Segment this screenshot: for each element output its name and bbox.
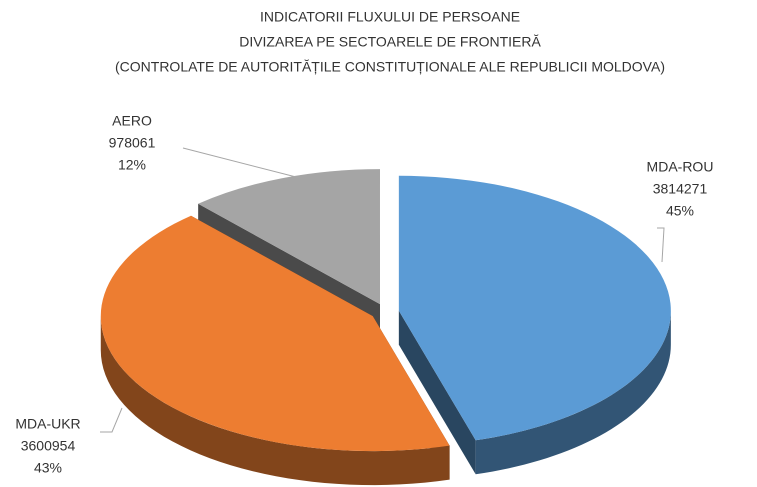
- label-name: MDA-UKR: [15, 416, 80, 432]
- leader-line: [100, 407, 123, 433]
- chart-title: (CONTROLATE DE AUTORITĂȚILE CONSTITUȚION…: [115, 59, 665, 75]
- label-value: 978061: [109, 135, 156, 151]
- slice: [398, 175, 671, 441]
- label-percent: 43%: [34, 460, 62, 476]
- label-percent: 45%: [666, 203, 694, 219]
- chart-title: INDICATORII FLUXULUI DE PERSOANE: [260, 9, 520, 25]
- slice: [100, 215, 450, 452]
- leader-line: [182, 147, 301, 179]
- slice-group: [100, 215, 450, 486]
- leader-line: [657, 227, 665, 263]
- label-name: AERO: [112, 113, 152, 129]
- slice-wall: [398, 310, 476, 475]
- chart-title: DIVIZAREA PE SECTOARELE DE FRONTIERĂ: [239, 34, 541, 50]
- slice-group: [398, 175, 671, 475]
- label-name: MDA-ROU: [647, 159, 714, 175]
- label-percent: 12%: [118, 157, 146, 173]
- label-value: 3814271: [653, 181, 708, 197]
- slice-side: [100, 316, 450, 486]
- slice-side: [475, 310, 671, 475]
- label-value: 3600954: [21, 438, 76, 454]
- slice: [198, 169, 380, 305]
